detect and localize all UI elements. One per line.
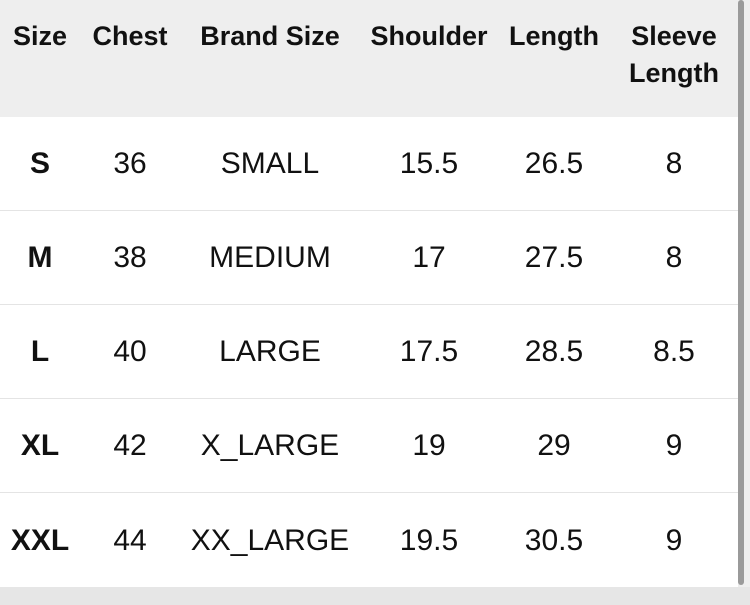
cell-brand-size: X_LARGE — [200, 428, 340, 462]
size-chart-table: Size Chest Brand Size Shoulder Length Sl… — [0, 0, 738, 589]
cell-size: XXL — [10, 524, 70, 557]
header-brand-size: Brand Size — [200, 21, 340, 51]
cell-brand-size: SMALL — [220, 146, 320, 180]
cell-length: 26.5 — [524, 146, 584, 180]
cell-length: 28.5 — [524, 334, 584, 368]
table-row: M 38 MEDIUM 17 27.5 8 — [0, 211, 738, 305]
table-row: XXL 44 XX_LARGE 19.5 30.5 9 — [0, 493, 738, 589]
cell-sleeve-length: 8 — [665, 240, 683, 274]
cell-shoulder: 17.5 — [399, 334, 459, 368]
cell-chest: 42 — [113, 428, 147, 462]
table-row: S 36 SMALL 15.5 26.5 8 — [0, 117, 738, 211]
cell-brand-size: MEDIUM — [209, 240, 331, 274]
cell-length: 29 — [537, 428, 571, 462]
cell-shoulder: 19 — [412, 428, 446, 462]
header-sleeve-length: Sleeve Length — [629, 21, 719, 88]
cell-sleeve-length: 9 — [665, 428, 683, 462]
cell-length: 30.5 — [524, 524, 584, 557]
table-header-row: Size Chest Brand Size Shoulder Length Sl… — [0, 0, 738, 117]
header-length: Length — [509, 21, 599, 51]
cell-chest: 44 — [113, 524, 147, 557]
table-row: XL 42 X_LARGE 19 29 9 — [0, 399, 738, 493]
cell-chest: 40 — [113, 334, 147, 368]
cell-brand-size: LARGE — [219, 334, 321, 368]
cell-sleeve-length: 8 — [665, 146, 683, 180]
header-size: Size — [12, 21, 68, 51]
cell-sleeve-length: 9 — [665, 524, 683, 557]
header-shoulder: Shoulder — [370, 21, 488, 51]
cell-chest: 38 — [113, 240, 147, 274]
cell-size: XL — [20, 428, 60, 462]
cell-brand-size: XX_LARGE — [190, 524, 350, 557]
cell-size: S — [29, 146, 50, 180]
cell-size: L — [30, 334, 50, 368]
cell-length: 27.5 — [524, 240, 584, 274]
cell-sleeve-length: 8.5 — [653, 334, 695, 368]
cell-shoulder: 19.5 — [399, 524, 459, 557]
header-chest: Chest — [92, 21, 168, 51]
cell-size: M — [27, 240, 53, 274]
table-row: L 40 LARGE 17.5 28.5 8.5 — [0, 305, 738, 399]
cell-shoulder: 15.5 — [399, 146, 459, 180]
bottom-edge — [0, 587, 750, 605]
vertical-scrollbar[interactable] — [738, 0, 744, 585]
cell-shoulder: 17 — [412, 240, 446, 274]
cell-chest: 36 — [113, 146, 147, 180]
